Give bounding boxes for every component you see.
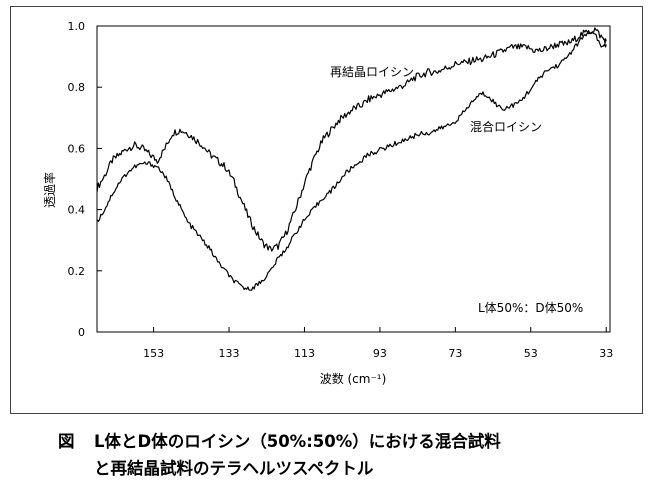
y-axis-ticks: 0 0.2 0.4 0.6 0.8 1.0 [68, 20, 102, 339]
y-tick-label: 0.2 [68, 265, 86, 278]
x-tick-label: 53 [524, 347, 538, 360]
y-axis-title: 透過率 [42, 172, 57, 208]
figure-frame [10, 6, 643, 414]
y-tick-label: 0.6 [68, 142, 86, 155]
composition-annotation: L体50%：D体50% [478, 301, 583, 315]
y-tick-label: 1.0 [68, 20, 86, 33]
series-label-recrystallized: 再結晶ロイシン [330, 65, 414, 79]
x-tick-label: 93 [373, 347, 387, 360]
series-line-mixed [96, 30, 607, 291]
x-tick-label: 133 [219, 347, 240, 360]
x-tick-label: 73 [448, 347, 462, 360]
figure-caption: 図 L体とD体のロイシン（50%:50%）における混合試料 と再結晶試料のテラヘル… [58, 428, 638, 482]
x-axis-ticks: 153 133 113 93 73 53 33 [143, 327, 613, 360]
series-lines [96, 27, 607, 291]
y-tick-label: 0.8 [68, 81, 86, 94]
x-tick-label: 153 [143, 347, 164, 360]
series-label-mixed: 混合ロイシン [470, 119, 542, 134]
y-tick-label: 0 [78, 326, 85, 339]
x-tick-label: 33 [599, 347, 613, 360]
plot-area-frame [96, 25, 611, 333]
caption-line-1: 図 L体とD体のロイシン（50%:50%）における混合試料 [58, 428, 638, 455]
x-tick-label: 113 [294, 347, 315, 360]
caption-line-2: と再結晶試料のテラヘルツスペクトル [94, 459, 374, 478]
y-tick-label: 0.4 [68, 204, 86, 217]
caption-text-1: L体とD体のロイシン（50%:50%）における混合試料 [94, 432, 501, 451]
spectrum-chart: 0 0.2 0.4 0.6 0.8 1.0 153 133 113 93 73 53 33 再結晶ロイ… [42, 20, 613, 386]
x-axis-title: 波数 (cm⁻¹) [320, 371, 387, 386]
caption-prefix: 図 [58, 432, 75, 451]
series-line-recrystallized [96, 27, 607, 252]
